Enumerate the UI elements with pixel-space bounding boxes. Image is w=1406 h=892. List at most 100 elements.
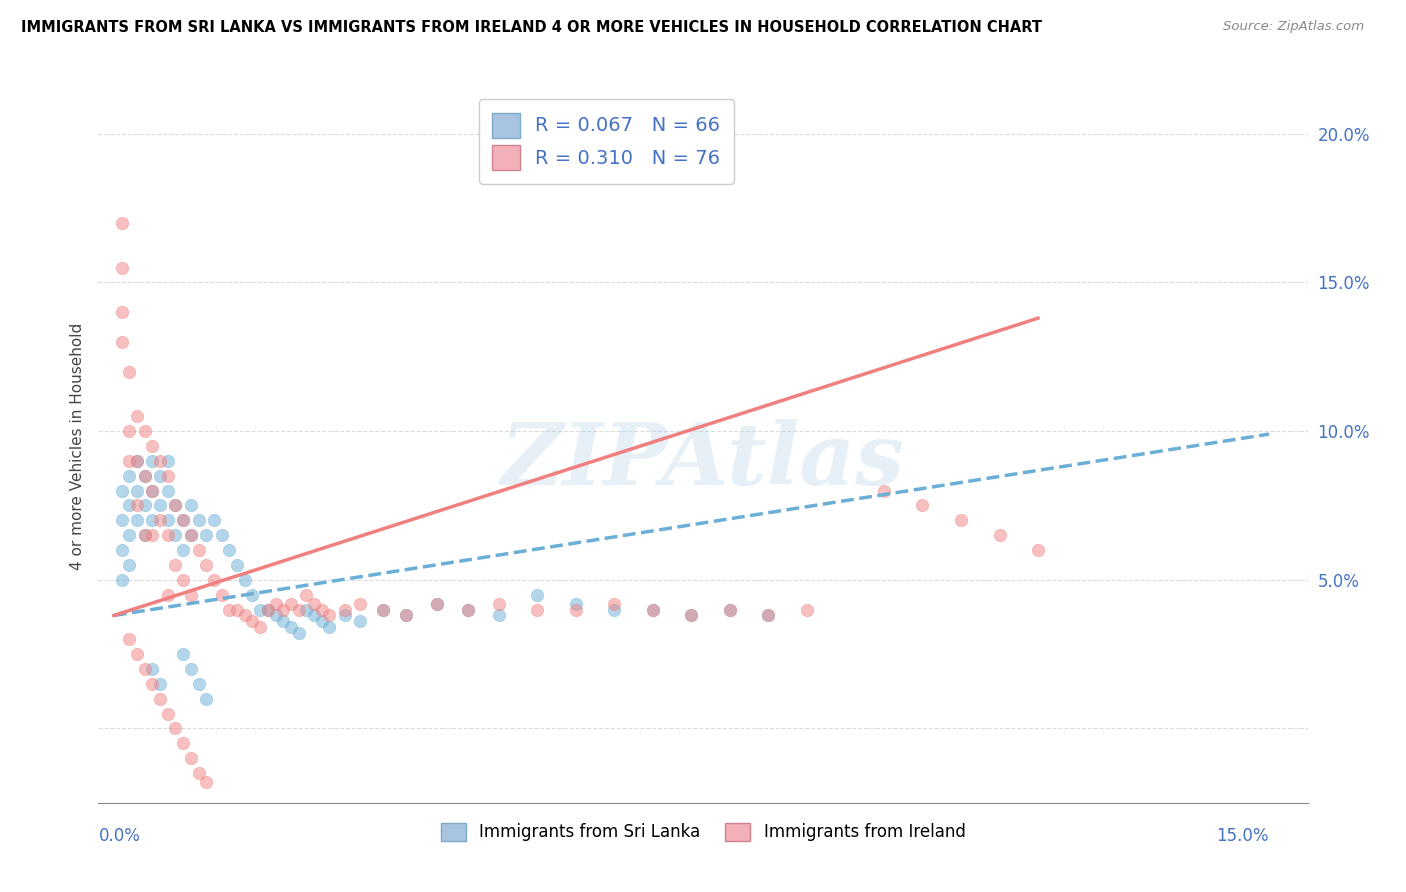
Point <box>165 499 187 513</box>
Point <box>110 483 132 498</box>
Point <box>110 513 132 527</box>
Point <box>141 483 163 498</box>
Point <box>141 677 163 691</box>
Point <box>195 691 218 706</box>
Text: 15.0%: 15.0% <box>1216 827 1270 845</box>
Point <box>242 588 264 602</box>
Point <box>426 597 449 611</box>
Point <box>180 588 202 602</box>
Point <box>302 597 325 611</box>
Point <box>264 608 287 623</box>
Point <box>195 558 218 572</box>
Point <box>287 626 309 640</box>
Point <box>211 588 233 602</box>
Point <box>180 751 202 765</box>
Point <box>1026 543 1049 558</box>
Point <box>226 558 249 572</box>
Point <box>125 483 148 498</box>
Point <box>165 558 187 572</box>
Point <box>110 543 132 558</box>
Point <box>271 602 294 616</box>
Point <box>125 454 148 468</box>
Point <box>526 602 548 616</box>
Text: IMMIGRANTS FROM SRI LANKA VS IMMIGRANTS FROM IRELAND 4 OR MORE VEHICLES IN HOUSE: IMMIGRANTS FROM SRI LANKA VS IMMIGRANTS … <box>21 20 1042 35</box>
Point <box>249 620 271 634</box>
Point <box>172 573 194 587</box>
Point <box>718 602 741 616</box>
Point <box>488 597 510 611</box>
Point <box>165 722 187 736</box>
Point <box>110 305 132 319</box>
Point <box>202 573 225 587</box>
Text: Source: ZipAtlas.com: Source: ZipAtlas.com <box>1223 20 1364 33</box>
Point <box>565 597 588 611</box>
Point <box>156 468 179 483</box>
Point <box>141 513 163 527</box>
Point <box>988 528 1011 542</box>
Point <box>134 662 156 676</box>
Point <box>118 454 141 468</box>
Point <box>118 424 141 438</box>
Point <box>641 602 664 616</box>
Point <box>333 608 356 623</box>
Point <box>211 528 233 542</box>
Point <box>373 602 395 616</box>
Point <box>758 608 780 623</box>
Point <box>125 513 148 527</box>
Point <box>118 499 141 513</box>
Point <box>426 597 449 611</box>
Point <box>149 677 172 691</box>
Point <box>249 602 271 616</box>
Point <box>242 615 264 629</box>
Point <box>950 513 973 527</box>
Point <box>156 706 179 721</box>
Point <box>141 662 163 676</box>
Point <box>165 528 187 542</box>
Point <box>118 468 141 483</box>
Point <box>149 468 172 483</box>
Point <box>141 528 163 542</box>
Point <box>125 647 148 661</box>
Point <box>603 597 626 611</box>
Point <box>125 499 148 513</box>
Text: ZIPAtlas: ZIPAtlas <box>501 418 905 502</box>
Point <box>180 662 202 676</box>
Point <box>565 602 588 616</box>
Point <box>311 602 333 616</box>
Point <box>318 608 340 623</box>
Point <box>172 647 194 661</box>
Point <box>318 620 340 634</box>
Point <box>156 528 179 542</box>
Point <box>118 558 141 572</box>
Point <box>172 543 194 558</box>
Point <box>333 602 356 616</box>
Point <box>257 602 280 616</box>
Point <box>233 573 256 587</box>
Point <box>373 602 395 616</box>
Point <box>141 454 163 468</box>
Point <box>226 602 249 616</box>
Point <box>118 365 141 379</box>
Text: 0.0%: 0.0% <box>98 827 141 845</box>
Point <box>681 608 703 623</box>
Point <box>110 260 132 275</box>
Point <box>141 439 163 453</box>
Y-axis label: 4 or more Vehicles in Household: 4 or more Vehicles in Household <box>69 322 84 570</box>
Point <box>195 528 218 542</box>
Point <box>218 602 240 616</box>
Point <box>280 620 302 634</box>
Point <box>302 608 325 623</box>
Point <box>526 588 548 602</box>
Point <box>295 602 318 616</box>
Point <box>180 528 202 542</box>
Point <box>202 513 225 527</box>
Point <box>149 454 172 468</box>
Point <box>233 608 256 623</box>
Point <box>141 483 163 498</box>
Point <box>718 602 741 616</box>
Point <box>488 608 510 623</box>
Point <box>125 454 148 468</box>
Point <box>172 513 194 527</box>
Point <box>187 543 209 558</box>
Point <box>457 602 479 616</box>
